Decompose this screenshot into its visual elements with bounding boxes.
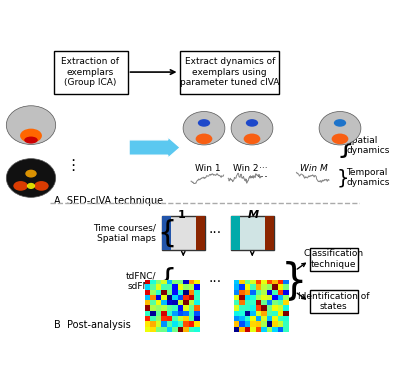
FancyBboxPatch shape bbox=[231, 216, 240, 250]
Ellipse shape bbox=[332, 133, 348, 144]
Text: Identification of
states: Identification of states bbox=[298, 292, 370, 311]
FancyBboxPatch shape bbox=[162, 216, 205, 250]
Text: 1: 1 bbox=[178, 210, 186, 220]
FancyBboxPatch shape bbox=[231, 216, 274, 250]
Text: {: { bbox=[157, 218, 176, 247]
Ellipse shape bbox=[34, 181, 49, 191]
Ellipse shape bbox=[27, 183, 35, 189]
FancyBboxPatch shape bbox=[180, 51, 279, 94]
Ellipse shape bbox=[6, 106, 56, 144]
Ellipse shape bbox=[25, 170, 37, 177]
Text: tdFNC/
sdFNC: tdFNC/ sdFNC bbox=[126, 272, 156, 291]
Text: Extraction of
exemplars
(Group ICA): Extraction of exemplars (Group ICA) bbox=[61, 57, 119, 87]
Text: }: } bbox=[337, 131, 354, 159]
Text: Extract dynamics of
exemplars using
parameter tuned cIVA: Extract dynamics of exemplars using para… bbox=[180, 57, 280, 87]
FancyArrow shape bbox=[129, 137, 180, 158]
Text: $R^{[M,k]}$: $R^{[M,k]}$ bbox=[238, 305, 266, 319]
Text: ···: ··· bbox=[208, 226, 222, 240]
Text: Time courses/
Spatial maps: Time courses/ Spatial maps bbox=[93, 223, 156, 243]
Ellipse shape bbox=[231, 112, 273, 145]
FancyBboxPatch shape bbox=[54, 51, 128, 94]
Ellipse shape bbox=[20, 129, 42, 143]
FancyBboxPatch shape bbox=[162, 216, 171, 250]
Ellipse shape bbox=[196, 133, 212, 144]
FancyBboxPatch shape bbox=[310, 290, 358, 313]
Text: Spatial
dynamics: Spatial dynamics bbox=[346, 135, 390, 155]
FancyBboxPatch shape bbox=[196, 216, 205, 250]
Text: Win 2: Win 2 bbox=[232, 164, 258, 173]
Text: M: M bbox=[248, 210, 259, 220]
Text: }: } bbox=[281, 261, 308, 303]
Ellipse shape bbox=[246, 119, 258, 127]
Ellipse shape bbox=[13, 181, 28, 191]
Text: ···: ··· bbox=[259, 164, 268, 173]
Ellipse shape bbox=[183, 112, 225, 145]
Text: ···: ··· bbox=[208, 274, 222, 288]
Ellipse shape bbox=[198, 119, 210, 127]
Text: Classification
technique: Classification technique bbox=[304, 250, 364, 269]
Text: Win 1: Win 1 bbox=[195, 164, 221, 173]
Text: Win M: Win M bbox=[300, 164, 327, 173]
Text: Temporal
dynamics: Temporal dynamics bbox=[346, 168, 390, 187]
Text: ···: ··· bbox=[257, 171, 269, 184]
Text: {: { bbox=[157, 267, 176, 296]
Ellipse shape bbox=[24, 136, 38, 144]
Ellipse shape bbox=[334, 119, 346, 127]
FancyBboxPatch shape bbox=[310, 248, 358, 271]
Text: $R^{[1,k]}$: $R^{[1,k]}$ bbox=[170, 305, 196, 319]
Text: ⋮: ⋮ bbox=[66, 158, 81, 173]
Ellipse shape bbox=[319, 112, 361, 145]
Ellipse shape bbox=[244, 133, 260, 144]
Text: }: } bbox=[337, 168, 349, 187]
FancyBboxPatch shape bbox=[266, 216, 274, 250]
Ellipse shape bbox=[6, 159, 56, 197]
Text: B  Post-analysis: B Post-analysis bbox=[54, 320, 131, 330]
Text: A  SED-cIVA technique: A SED-cIVA technique bbox=[54, 196, 163, 206]
